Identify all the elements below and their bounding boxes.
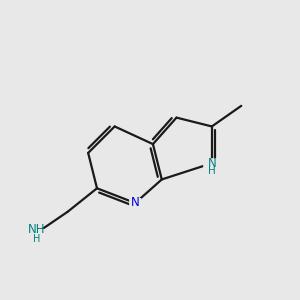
Text: H: H — [208, 167, 216, 176]
FancyBboxPatch shape — [203, 158, 220, 168]
Text: N: N — [208, 157, 216, 170]
FancyBboxPatch shape — [25, 229, 45, 239]
Text: H: H — [33, 234, 40, 244]
Text: N: N — [131, 196, 140, 209]
FancyBboxPatch shape — [129, 198, 142, 208]
Text: NH: NH — [28, 223, 45, 236]
